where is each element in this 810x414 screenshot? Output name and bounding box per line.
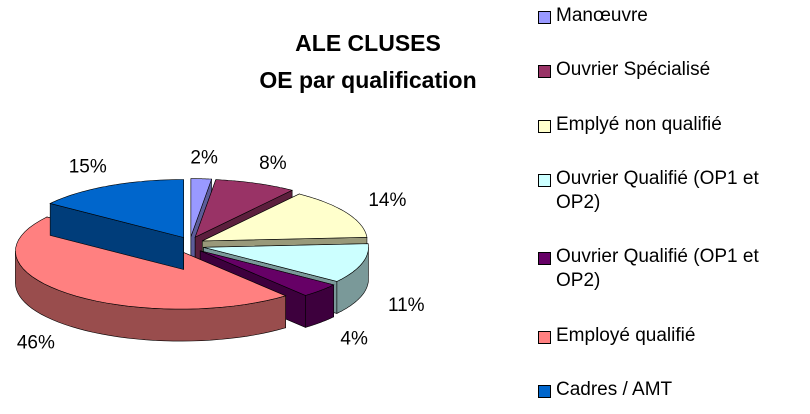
legend-item: Ouvrier Qualifié (OP1 et OP2) bbox=[538, 167, 810, 215]
data-label: 46% bbox=[17, 332, 55, 353]
legend-swatch bbox=[538, 252, 551, 266]
legend-swatch bbox=[538, 330, 551, 344]
legend-label: Ouvrier Qualifié (OP1 et OP2) bbox=[556, 167, 759, 213]
legend-label: Ouvrier Qualifié (OP1 et OP2) bbox=[556, 246, 759, 292]
legend-label: Cadres / AMT bbox=[556, 378, 673, 400]
data-label: 14% bbox=[368, 190, 406, 211]
legend-label: Employé qualifié bbox=[556, 324, 696, 346]
data-label: 2% bbox=[190, 148, 218, 169]
data-label: 11% bbox=[388, 295, 425, 316]
legend-swatch bbox=[538, 119, 551, 133]
chart-title: ALE CLUSES bbox=[295, 30, 441, 56]
legend-swatch bbox=[538, 65, 551, 79]
legend-label: Ouvrier Spécialisé bbox=[556, 59, 711, 81]
chart: ALE CLUSES OE par qualification 2% 8% 14% 1… bbox=[15, 30, 477, 353]
legend-item: Ouvrier Qualifié (OP1 et OP2) bbox=[538, 245, 810, 293]
legend: Manœuvre Ouvrier Spécialisé Emplyé non qua… bbox=[538, 4, 810, 402]
slice-top bbox=[203, 243, 369, 282]
legend-item: Cadres / AMT bbox=[538, 378, 810, 402]
legend-item: Employé qualifié bbox=[538, 324, 810, 348]
legend-item: Emplyé non qualifié bbox=[538, 113, 810, 137]
data-label: 8% bbox=[259, 153, 287, 174]
slice-top bbox=[49, 179, 184, 238]
pie-slice bbox=[49, 179, 184, 270]
slice-top bbox=[190, 178, 213, 237]
slice-top bbox=[202, 193, 368, 242]
legend-item: Manœuvre bbox=[538, 4, 810, 28]
data-label: 15% bbox=[69, 156, 107, 177]
legend-swatch bbox=[538, 384, 551, 398]
data-label: 4% bbox=[340, 329, 368, 350]
slice-top bbox=[200, 250, 335, 296]
legend-swatch bbox=[538, 173, 551, 187]
legend-label: Emplyé non qualifié bbox=[556, 113, 722, 135]
legend-swatch bbox=[538, 11, 551, 24]
slice-top bbox=[194, 179, 293, 238]
legend-label: Manœuvre bbox=[556, 5, 648, 26]
chart-subtitle: OE par qualification bbox=[259, 67, 476, 93]
legend-item: Ouvrier Spécialisé bbox=[538, 58, 810, 82]
